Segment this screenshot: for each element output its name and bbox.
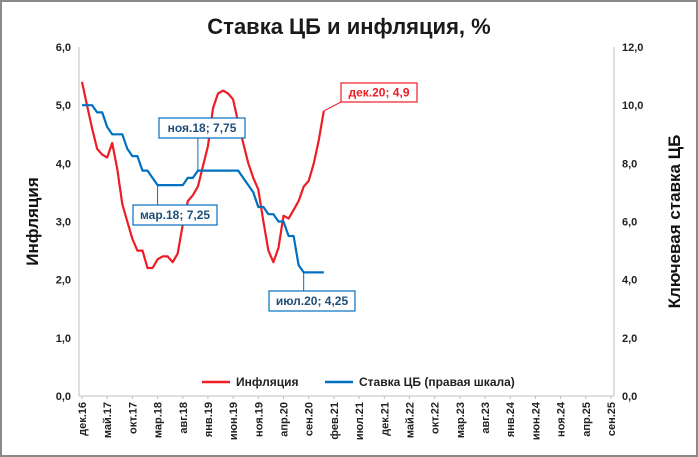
- y2-tick-label: 10,0: [622, 100, 643, 112]
- x-tick-label: апр.20: [279, 402, 291, 437]
- legend-label-inflation: Инфляция: [236, 375, 298, 389]
- x-tick-label: дек.21: [379, 402, 391, 436]
- legend-label-key-rate: Ставка ЦБ (правая шкала): [359, 375, 515, 389]
- x-tick-label: сен.25: [606, 402, 618, 436]
- x-tick-label: ноя.24: [556, 401, 568, 437]
- y2-tick-label: 4,0: [622, 275, 637, 287]
- y-axis-title: Инфляция: [23, 177, 42, 265]
- x-tick-label: май.17: [102, 402, 114, 438]
- x-tick-label: июн.24: [530, 401, 542, 440]
- x-tick-label: июл.21: [354, 402, 366, 440]
- x-tick-label: янв.19: [203, 402, 215, 437]
- x-tick-label: ноя.19: [253, 402, 265, 437]
- y2-tick-label: 8,0: [622, 158, 637, 170]
- x-tick-label: окт.22: [430, 402, 442, 434]
- x-tick-label: апр.25: [581, 402, 593, 437]
- annotation-leader: [323, 101, 342, 112]
- annotation-box: [158, 117, 246, 139]
- x-tick-label: дек.16: [77, 402, 89, 436]
- x-tick-label: мар.18: [153, 402, 165, 438]
- x-tick-label: июн.19: [228, 402, 240, 440]
- x-tick-label: сен.20: [304, 402, 316, 436]
- key-rate-line: [82, 104, 324, 274]
- x-tick-label: янв.24: [505, 401, 517, 437]
- annotation-label: июл.20; 4,25: [276, 294, 349, 308]
- x-tick-label: окт.17: [127, 402, 139, 434]
- annotation-box: [340, 82, 418, 103]
- annotation-label: ноя.18; 7,75: [168, 121, 237, 135]
- annotation-label: дек.20; 4,9: [349, 86, 410, 100]
- y2-tick-label: 0,0: [622, 391, 637, 403]
- y-tick-label: 6,0: [56, 42, 71, 54]
- y2-tick-label: 12,0: [622, 42, 643, 54]
- annotation-label: мар.18; 7,25: [140, 208, 210, 222]
- x-tick-label: май.22: [404, 402, 416, 438]
- y2-tick-label: 6,0: [622, 217, 637, 229]
- y-tick-label: 0,0: [56, 391, 71, 403]
- y-tick-label: 1,0: [56, 333, 71, 345]
- y-tick-label: 2,0: [56, 275, 71, 287]
- x-tick-label: авг.23: [480, 402, 492, 434]
- y-tick-label: 3,0: [56, 217, 71, 229]
- y-tick-label: 4,0: [56, 158, 71, 170]
- x-tick-label: авг.18: [178, 402, 190, 434]
- annotation-box: [268, 290, 356, 312]
- y-tick-label: 5,0: [56, 100, 71, 112]
- y2-axis-title: Ключевая ставка ЦБ: [665, 135, 684, 309]
- inflation-line: [80, 81, 325, 270]
- x-tick-label: мар.23: [455, 402, 467, 438]
- y2-tick-label: 2,0: [622, 333, 637, 345]
- x-tick-label: фев.21: [329, 402, 341, 440]
- annotation-box: [132, 204, 218, 226]
- chart-title: Ставка ЦБ и инфляция, %: [207, 14, 490, 39]
